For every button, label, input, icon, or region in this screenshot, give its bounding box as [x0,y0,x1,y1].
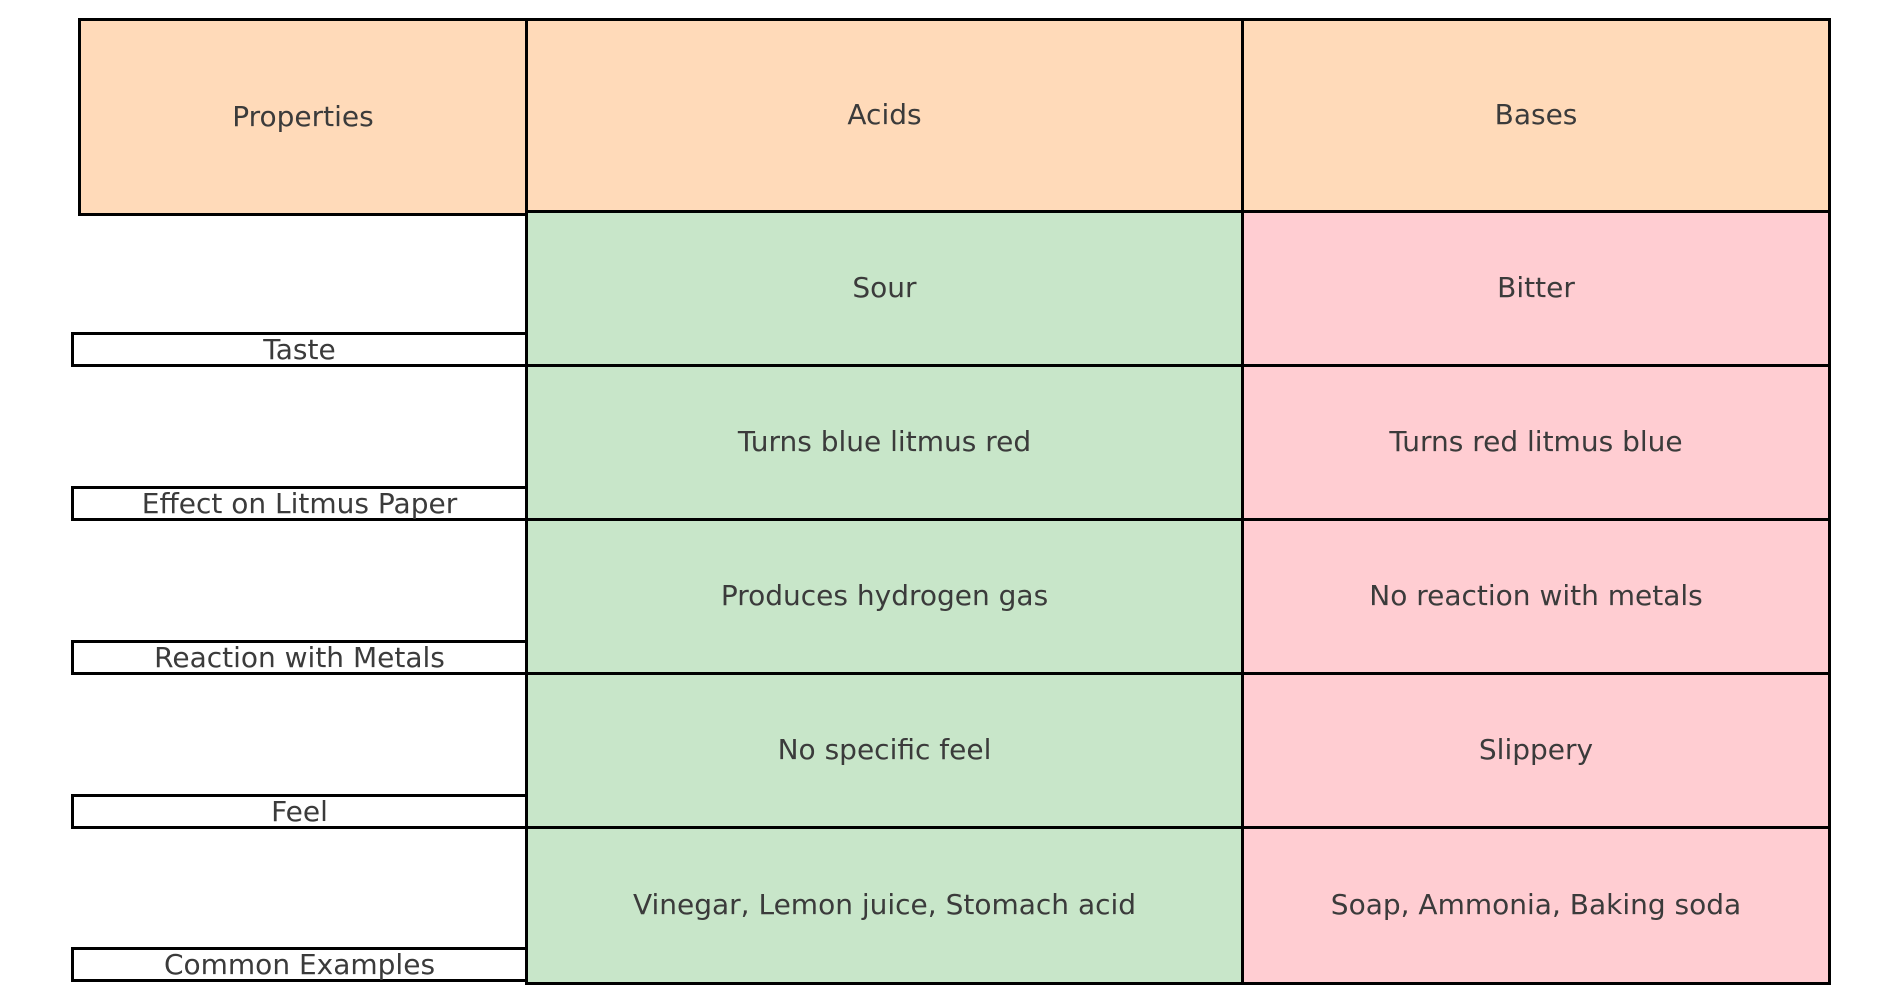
cell-text: Bitter [1497,271,1575,305]
cell-text: Turns blue litmus red [737,425,1032,459]
header-cell-acids: Acids [528,21,1244,213]
row-label-feel: Feel [71,794,528,829]
acids-cell-litmus: Turns blue litmus red [528,367,1244,521]
bases-cell-examples: Soap, Ammonia, Baking soda [1244,829,1828,982]
row-label-examples: Common Examples [71,947,528,982]
header-cell-properties: Properties [78,18,528,216]
cell-text: Turns red litmus blue [1389,425,1683,459]
acids-bases-table: Acids Bases Sour Bitter Turns blue litmu… [525,18,1831,985]
header-acids-label: Acids [847,98,922,132]
bases-cell-taste: Bitter [1244,213,1828,367]
bases-cell-feel: Slippery [1244,675,1828,829]
cell-text: No reaction with metals [1369,579,1703,613]
cell-text: No specific feel [777,733,992,767]
row-label-litmus: Effect on Litmus Paper [71,486,528,521]
row-label-text: Common Examples [163,947,436,981]
row-label-text: Taste [263,332,336,366]
header-properties-label: Properties [232,99,374,133]
cell-text: Slippery [1478,733,1594,767]
acids-cell-examples: Vinegar, Lemon juice, Stomach acid [528,829,1244,982]
row-label-text: Reaction with Metals [154,640,445,674]
cell-text: Sour [852,271,917,305]
acids-cell-metals: Produces hydrogen gas [528,521,1244,675]
header-bases-label: Bases [1494,98,1578,132]
row-label-text: Feel [271,794,328,828]
cell-text: Produces hydrogen gas [720,579,1049,613]
bases-cell-litmus: Turns red litmus blue [1244,367,1828,521]
bases-cell-metals: No reaction with metals [1244,521,1828,675]
acids-cell-taste: Sour [528,213,1244,367]
row-label-text: Effect on Litmus Paper [141,486,458,520]
acids-cell-feel: No specific feel [528,675,1244,829]
cell-text: Soap, Ammonia, Baking soda [1330,888,1742,922]
header-cell-bases: Bases [1244,21,1828,213]
cell-text: Vinegar, Lemon juice, Stomach acid [632,888,1137,922]
row-label-taste: Taste [71,332,528,367]
row-label-metals: Reaction with Metals [71,640,528,675]
